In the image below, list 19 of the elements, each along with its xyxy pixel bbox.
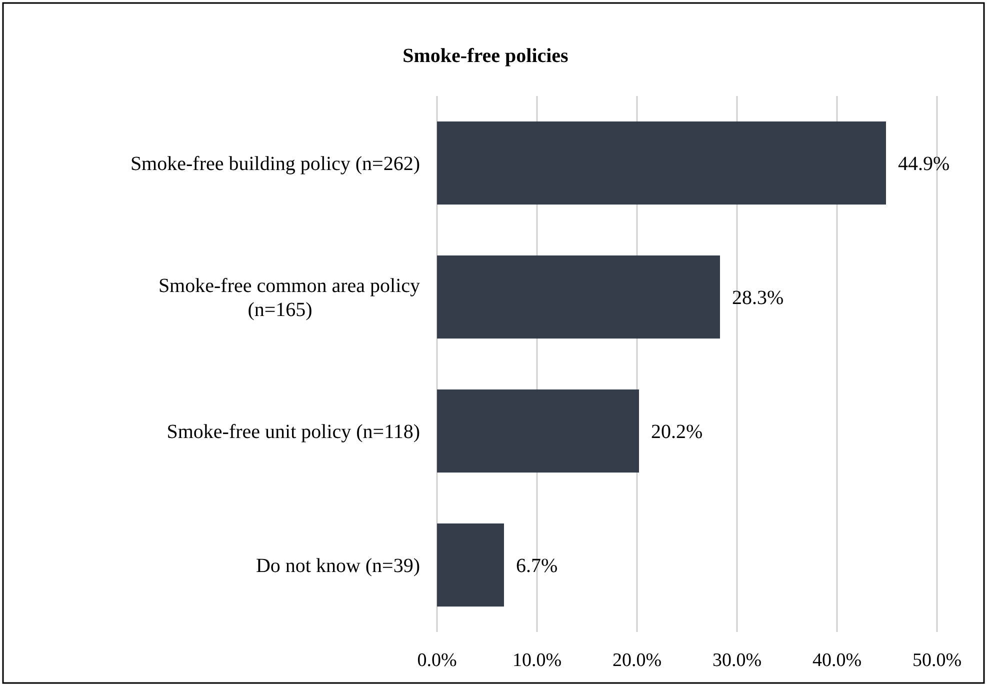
y-tick-label: Do not know (n=39) [256,555,420,577]
data-label: 20.2% [651,421,703,443]
x-tick-label: 10.0% [512,650,562,671]
x-tick-label: 30.0% [712,650,762,671]
x-tick-label: 50.0% [912,650,962,671]
bar [437,523,504,607]
y-tick-label: Smoke-free building policy (n=262) [130,153,420,175]
y-tick-label: Smoke-free common area policy (n=165) [158,275,420,321]
data-label: 28.3% [732,287,784,309]
bar [437,255,720,339]
data-label: 6.7% [516,555,558,577]
x-tick-label: 20.0% [612,650,662,671]
x-tick-label: 0.0% [417,650,457,671]
x-tick-label: 40.0% [812,650,862,671]
bar [437,121,886,205]
y-tick-label: Smoke-free unit policy (n=118) [166,421,420,443]
chart-title: Smoke-free policies [402,45,569,67]
bar [437,389,639,473]
data-label: 44.9% [898,153,950,175]
